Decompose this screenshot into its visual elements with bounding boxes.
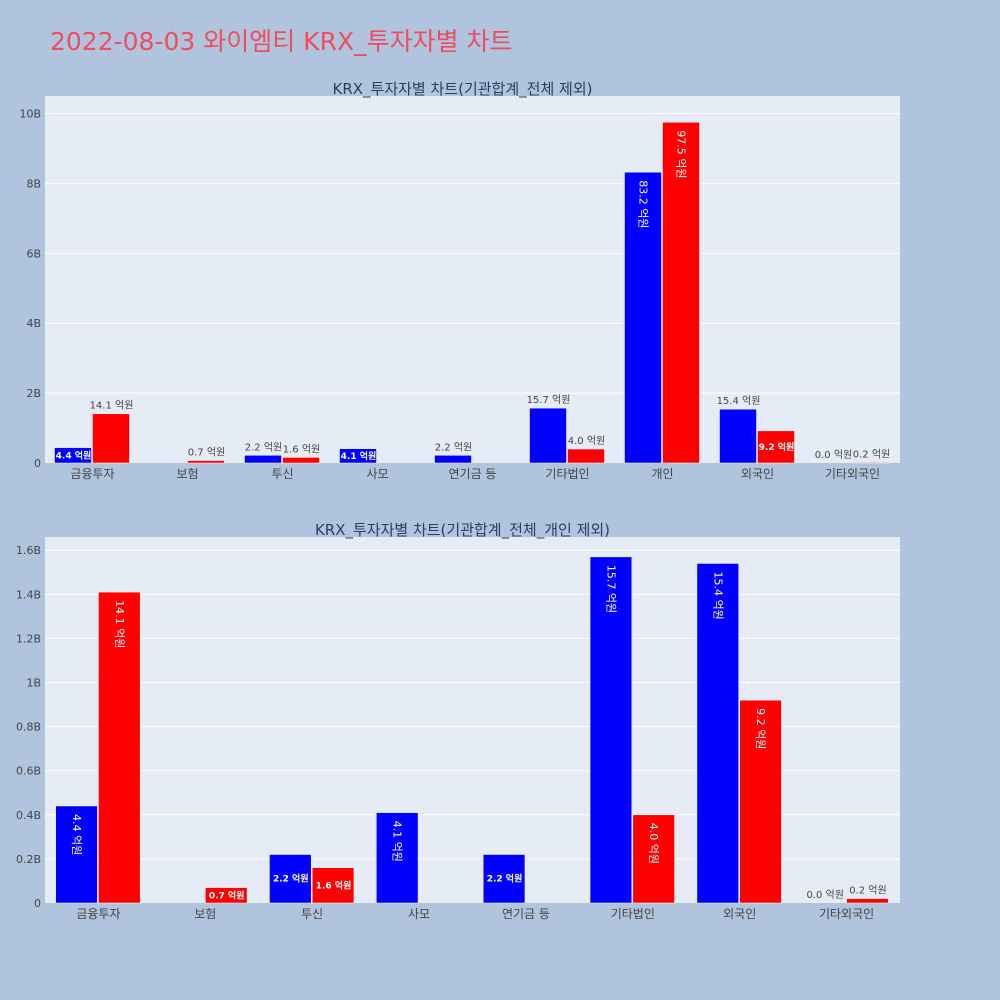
data-label: 0.7 억원 bbox=[209, 889, 245, 901]
y-tick-label: 10B bbox=[19, 107, 41, 120]
y-tick-label: 0.6B bbox=[16, 765, 41, 778]
x-tick-label: 개인 bbox=[651, 467, 673, 481]
y-tick-label: 0.4B bbox=[16, 809, 41, 822]
data-label: 0.2 억원 bbox=[849, 885, 886, 897]
y-tick-label: 1.6B bbox=[16, 544, 41, 557]
data-label: 14.1 억원 bbox=[90, 400, 134, 412]
y-tick-label: 8B bbox=[26, 177, 41, 190]
bar bbox=[719, 408, 757, 464]
bar bbox=[696, 563, 739, 904]
data-label: 4.4 억원 bbox=[70, 814, 83, 855]
x-tick-label: 투신 bbox=[301, 907, 323, 921]
x-tick-label: 외국인 bbox=[741, 467, 774, 481]
y-tick-label: 0 bbox=[34, 457, 41, 470]
data-label: 2.2 억원 bbox=[245, 441, 282, 453]
data-label: 1.6 억원 bbox=[316, 879, 352, 891]
bar bbox=[739, 699, 782, 904]
y-tick-label: 4B bbox=[26, 317, 41, 330]
x-tick-label: 보험 bbox=[176, 467, 198, 481]
x-tick-label: 사모 bbox=[366, 467, 388, 481]
x-tick-label: 연기금 등 bbox=[449, 467, 497, 481]
page-title: 2022-08-03 와이엠티 KRX_투자자별 차트 bbox=[50, 27, 513, 56]
data-label: 4.1 억원 bbox=[391, 821, 404, 862]
data-label: 14.1 억원 bbox=[113, 600, 126, 648]
data-label: 15.7 억원 bbox=[604, 565, 617, 613]
x-tick-label: 사모 bbox=[408, 907, 430, 921]
chart-1: 0 2B 4B 6B 8B 10B KRX_투자자별 차트(기관합계_전체 제외) 금융투자 4… bbox=[19, 80, 900, 481]
data-label: 15.7 억원 bbox=[527, 394, 571, 406]
data-label: 0.0 억원 bbox=[806, 889, 843, 901]
bar bbox=[205, 887, 248, 904]
bar bbox=[662, 121, 700, 464]
y-tick-label: 0 bbox=[34, 897, 41, 910]
x-tick-label: 투신 bbox=[271, 467, 293, 481]
data-label: 4.0 억원 bbox=[568, 435, 605, 447]
chart-title: KRX_투자자별 차트(기관합계_전체 제외) bbox=[333, 80, 593, 99]
bar bbox=[846, 898, 889, 904]
bar bbox=[54, 447, 92, 464]
data-label: 15.4 억원 bbox=[717, 395, 761, 407]
data-label: 0.0 억원 bbox=[815, 449, 852, 461]
plot-area bbox=[45, 96, 900, 463]
data-label: 2.2 억원 bbox=[435, 441, 472, 453]
x-tick-label: 연기금 등 bbox=[502, 907, 550, 921]
y-tick-label: 0.2B bbox=[16, 853, 41, 866]
bar bbox=[589, 556, 633, 904]
data-label: 15.4 억원 bbox=[711, 571, 724, 619]
bar bbox=[624, 171, 662, 464]
x-tick-label: 기타법인 bbox=[545, 467, 589, 481]
bar bbox=[376, 812, 419, 904]
x-tick-label: 금융투자 bbox=[76, 907, 120, 921]
y-tick-label: 1B bbox=[26, 677, 41, 690]
data-label: 9.2 억원 bbox=[754, 708, 767, 749]
data-label: 0.2 억원 bbox=[853, 448, 890, 460]
x-tick-label: 기타법인 bbox=[611, 907, 655, 921]
y-tick-label: 0.8B bbox=[16, 721, 41, 734]
x-tick-label: 기타외국인 bbox=[825, 467, 880, 481]
data-label: 9.2 억원 bbox=[759, 441, 795, 453]
bar bbox=[434, 455, 472, 464]
data-label: 4.1 억원 bbox=[341, 450, 377, 462]
data-label: 2.2 억원 bbox=[487, 873, 523, 885]
bar bbox=[269, 854, 312, 904]
y-tick-label: 1.4B bbox=[16, 588, 41, 601]
y-tick-label: 6B bbox=[26, 247, 41, 260]
data-label: 2.2 억원 bbox=[273, 873, 309, 885]
data-label: 4.4 억원 bbox=[56, 449, 92, 461]
bar bbox=[92, 413, 130, 464]
bar bbox=[339, 448, 377, 464]
x-tick-label: 기타외국인 bbox=[819, 907, 874, 921]
bar bbox=[529, 407, 567, 464]
x-tick-label: 금융투자 bbox=[70, 467, 114, 481]
bar bbox=[757, 430, 795, 464]
bar bbox=[311, 867, 355, 904]
chart-title: KRX_투자자별 차트(기관합계_전체_개인 제외) bbox=[315, 521, 610, 540]
bar bbox=[244, 455, 282, 464]
bar bbox=[567, 448, 605, 464]
bar bbox=[98, 591, 141, 904]
y-tick-label: 2B bbox=[26, 387, 41, 400]
data-label: 4.0 억원 bbox=[647, 823, 660, 864]
data-label: 0.7 억원 bbox=[188, 447, 225, 459]
data-label: 83.2 억원 bbox=[637, 180, 650, 228]
bar bbox=[482, 854, 526, 904]
x-tick-label: 보험 bbox=[194, 907, 216, 921]
bar bbox=[55, 805, 98, 904]
data-label: 97.5 억원 bbox=[675, 130, 688, 178]
bar bbox=[282, 457, 320, 464]
y-tick-label: 1.2B bbox=[16, 632, 41, 645]
chart-2: 0 0.2B 0.4B 0.6B 0.8B 1B 1.2B 1.4B 1.6B KRX_투자자별 … bbox=[16, 521, 900, 921]
bar bbox=[852, 462, 890, 464]
bar bbox=[187, 460, 225, 464]
bar bbox=[632, 814, 675, 904]
data-label: 1.6 억원 bbox=[283, 443, 320, 455]
x-tick-label: 외국인 bbox=[723, 907, 756, 921]
